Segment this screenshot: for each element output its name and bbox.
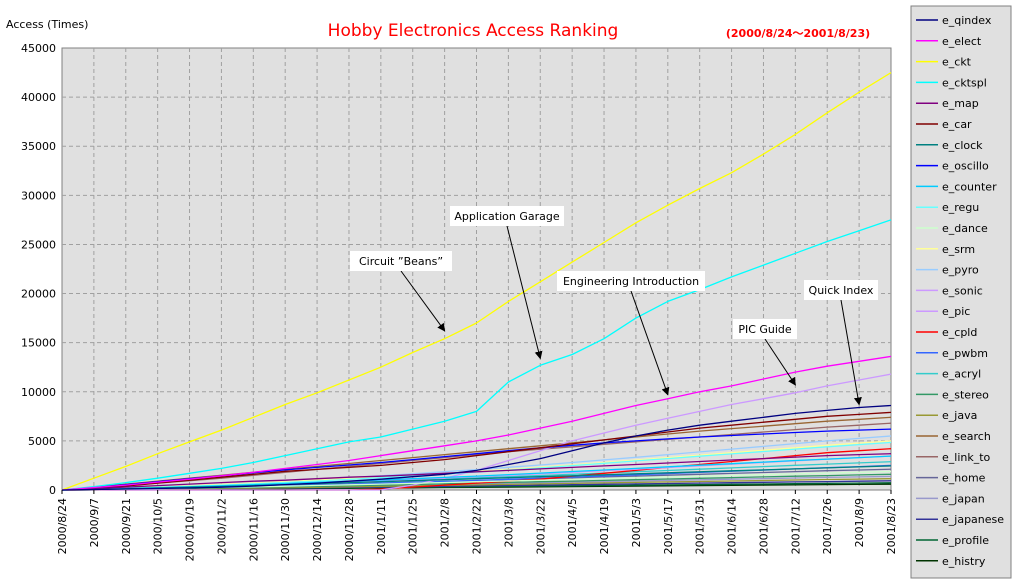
annotation-arrow <box>840 299 862 406</box>
series-line-e-map <box>61 453 892 491</box>
x-tick-label: 2001/6/28 <box>757 498 770 554</box>
series-line-e-cktspl <box>61 219 892 491</box>
series-line-e-qindex <box>61 404 892 491</box>
x-tick-label: 2001/7/12 <box>789 498 802 554</box>
y-axis: 0 5000 10000 15000 20000 25000 30000 35000 40000… <box>21 42 56 497</box>
x-tick-label: 2000/11/30 <box>279 498 292 561</box>
x-tick-label: 2001/5/3 <box>630 498 643 547</box>
y-tick-label: 40000 <box>21 91 56 104</box>
annotation-arrow <box>630 290 670 396</box>
legend-label: e_histry <box>942 555 986 568</box>
series-layer <box>61 72 892 491</box>
x-tick-label: 2000/12/14 <box>311 498 324 561</box>
x-tick-label: 2001/7/26 <box>821 498 834 554</box>
x-tick-label: 2000/12/28 <box>343 498 356 561</box>
y-tick-label: 15000 <box>21 337 56 350</box>
legend-label: e_cktspl <box>942 76 987 89</box>
annotation-arrow <box>400 270 446 332</box>
legend-label: e_acryl <box>942 368 981 381</box>
y-tick-label: 35000 <box>21 140 56 153</box>
series-line-e-car <box>61 411 892 491</box>
legend-label: e_oscillo <box>942 160 989 173</box>
annotation-label: Engineering Introduction <box>563 275 699 288</box>
annotations: Circuit ”Beans” Application Garage Enginee… <box>350 206 878 406</box>
x-tick-label: 2000/9/21 <box>120 498 133 554</box>
legend: e_qindex e_elect e_ckt e_cktspl e_map e_car e_… <box>916 14 1004 568</box>
series-line-e-elect <box>61 355 892 491</box>
legend-label: e_car <box>942 118 972 131</box>
legend-label: e_regu <box>942 201 979 214</box>
chart-subtitle: (2000/8/24～2001/8/23) <box>726 27 870 40</box>
annotation-box <box>450 206 564 226</box>
legend-label: e_link_to <box>942 451 991 464</box>
x-tick-label: 2000/8/24 <box>56 498 69 554</box>
x-tick-label: 2000/9/7 <box>88 498 101 547</box>
annotation-label: Quick Index <box>809 284 874 297</box>
legend-label: e_japanese <box>942 513 1004 526</box>
x-tick-label: 2001/3/22 <box>534 498 547 554</box>
x-tick-label: 2001/6/14 <box>726 498 739 554</box>
x-tick-label: 2001/1/11 <box>375 498 388 554</box>
legend-label: e_pwbm <box>942 347 988 360</box>
annotation-box <box>557 271 705 291</box>
legend-label: e_map <box>942 97 979 110</box>
y-axis-label: Access (Times) <box>6 18 88 31</box>
legend-label: e_stereo <box>942 388 989 401</box>
x-tick-label: 2000/10/5 <box>152 498 165 554</box>
x-tick-label: 2001/8/9 <box>853 498 866 547</box>
legend-label: e_japan <box>942 492 985 505</box>
legend-label: e_pyro <box>942 264 979 277</box>
legend-label: e_profile <box>942 534 989 547</box>
legend-label: e_pic <box>942 305 970 318</box>
y-tick-label: 30000 <box>21 189 56 202</box>
legend-label: e_sonic <box>942 284 983 297</box>
annotation-box <box>733 319 797 339</box>
y-tick-label: 5000 <box>28 435 56 448</box>
chart-title: Hobby Electronics Access Ranking <box>328 21 619 41</box>
legend-label: e_dance <box>942 222 988 235</box>
y-tick-label: 20000 <box>21 288 56 301</box>
series-line-e-ckt <box>61 72 892 491</box>
legend-label: e_ckt <box>942 56 972 69</box>
x-tick-label: 2001/5/31 <box>694 498 707 554</box>
legend-label: e_home <box>942 472 986 485</box>
x-tick-label: 2001/8/23 <box>885 498 898 554</box>
series-line-e-link-to <box>61 422 892 491</box>
series-line-e-clock <box>61 465 892 491</box>
legend-label: e_elect <box>942 35 982 48</box>
annotation-arrow <box>764 338 796 386</box>
y-tick-label: 0 <box>49 484 56 497</box>
legend-label: e_qindex <box>942 14 992 27</box>
legend-label: e_counter <box>942 180 997 193</box>
annotation-box <box>350 251 452 271</box>
x-tick-label: 2000/10/19 <box>184 498 197 561</box>
x-tick-label: 2001/2/8 <box>439 498 452 547</box>
x-tick-label: 2000/11/2 <box>215 498 228 554</box>
x-tick-label: 2000/11/16 <box>247 498 260 561</box>
annotation-label: Circuit ”Beans” <box>359 255 443 268</box>
legend-label: e_srm <box>942 243 975 256</box>
x-tick-label: 2001/4/5 <box>566 498 579 547</box>
x-tick-label: 2001/2/22 <box>471 498 484 554</box>
legend-label: e_java <box>942 409 977 422</box>
x-tick-label: 2001/3/8 <box>502 498 515 547</box>
x-axis: 2000/8/24 2000/9/7 2000/9/21 2000/10/5 2000/… <box>56 490 898 561</box>
legend-box <box>910 5 1012 579</box>
annotation-label: PIC Guide <box>738 323 792 336</box>
y-tick-label: 45000 <box>21 42 56 55</box>
annotation-label: Application Garage <box>454 210 559 223</box>
y-tick-label: 25000 <box>21 238 56 251</box>
x-tick-label: 2001/1/25 <box>407 498 420 554</box>
annotation-arrow <box>506 225 543 360</box>
legend-label: e_search <box>942 430 991 443</box>
x-tick-label: 2001/4/19 <box>598 498 611 554</box>
y-tick-label: 10000 <box>21 386 56 399</box>
legend-label: e_clock <box>942 139 983 152</box>
x-tick-label: 2001/5/17 <box>662 498 675 554</box>
annotation-box <box>804 280 878 300</box>
legend-label: e_cpld <box>942 326 977 339</box>
